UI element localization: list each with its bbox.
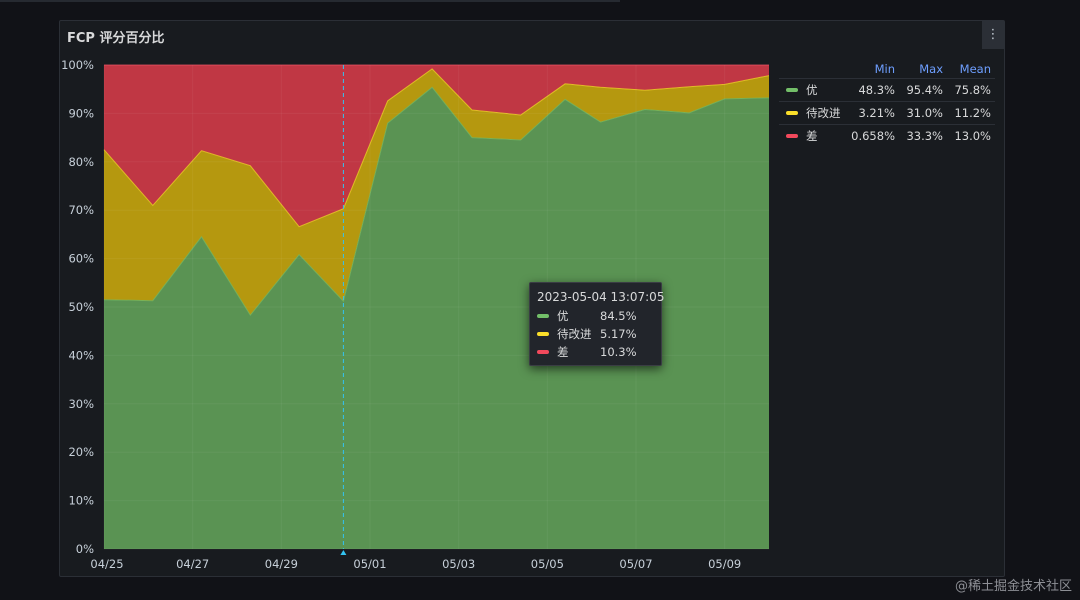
x-tick-label: 05/07	[619, 557, 652, 571]
tooltip-name-good: 优	[557, 309, 569, 323]
y-tick-label: 90%	[68, 106, 94, 120]
tooltip-value-needs-improvement: 5.17%	[600, 327, 637, 341]
legend-min-good: 48.3%	[858, 83, 895, 97]
legend-mean-good: 75.8%	[954, 83, 991, 97]
legend-swatch-good	[786, 88, 798, 92]
area-series-poor	[104, 65, 769, 227]
y-tick-label: 10%	[68, 494, 94, 508]
x-tick-label: 04/25	[90, 557, 123, 571]
tooltip-swatch-good	[537, 314, 549, 318]
legend-header-min[interactable]: Min	[874, 61, 895, 76]
y-tick-label: 80%	[68, 155, 94, 169]
legend-table: Min Max Mean 优 48.3% 95.4% 75.8% 待改进 3.2…	[779, 59, 995, 147]
legend-swatch-poor	[786, 134, 798, 138]
x-tick-label: 05/05	[531, 557, 564, 571]
tooltip-name-needs-improvement: 待改进	[557, 327, 592, 341]
legend-max-needs-improvement: 31.0%	[906, 106, 943, 120]
tooltip-value-good: 84.5%	[600, 309, 637, 323]
tooltip-value-poor: 10.3%	[600, 345, 637, 359]
tooltip-swatch-needs-improvement	[537, 332, 549, 336]
y-tick-label: 40%	[68, 348, 94, 362]
legend-mean-poor: 13.0%	[954, 129, 991, 143]
tooltip-time: 2023-05-04 13:07:05	[537, 290, 665, 304]
x-tick-label: 04/27	[176, 557, 209, 571]
panel-menu-icon[interactable]: ⋮	[982, 21, 1004, 49]
legend-name-needs-improvement: 待改进	[806, 106, 841, 120]
legend-mean-needs-improvement: 11.2%	[954, 106, 991, 120]
x-tick-label: 04/29	[265, 557, 298, 571]
tooltip-row-poor: 差 10.3%	[537, 343, 654, 361]
y-tick-label: 70%	[68, 203, 94, 217]
watermark: @稀土掘金技术社区	[954, 579, 1072, 594]
line-series-good	[103, 86, 770, 317]
x-tick-label: 05/03	[442, 557, 475, 571]
tooltip-name-poor: 差	[557, 345, 569, 359]
legend-max-poor: 33.3%	[906, 129, 943, 143]
legend-max-good: 95.4%	[906, 83, 943, 97]
legend-name-poor: 差	[806, 129, 818, 143]
panel-title: FCP 评分百分比	[67, 31, 165, 46]
legend-min-poor: 0.658%	[851, 129, 895, 143]
x-tick-label: 05/01	[353, 557, 386, 571]
y-tick-label: 30%	[68, 397, 94, 411]
tooltip-row-needs-improvement: 待改进 5.17%	[537, 325, 654, 343]
tooltip-swatch-poor	[537, 350, 549, 354]
y-tick-label: 20%	[68, 445, 94, 459]
legend-header-mean[interactable]: Mean	[959, 61, 991, 76]
y-tick-label: 60%	[68, 252, 94, 266]
hover-tooltip: 2023-05-04 13:07:05 优 84.5% 待改进 5.17% 差 …	[529, 282, 665, 366]
legend-swatch-needs-improvement	[786, 111, 798, 115]
legend-header-max[interactable]: Max	[919, 61, 943, 76]
area-series-good	[104, 87, 769, 550]
x-tick-label: 05/09	[708, 557, 741, 571]
area-series-needs-improvement	[104, 68, 769, 316]
y-tick-label: 50%	[68, 300, 94, 314]
tooltip-row-good: 优 84.5%	[537, 307, 654, 325]
y-tick-label: 100%	[61, 58, 94, 72]
top-divider	[0, 0, 620, 2]
legend-min-needs-improvement: 3.21%	[858, 106, 895, 120]
legend-row-needs-improvement[interactable]: 待改进 3.21% 31.0% 11.2%	[779, 101, 995, 124]
line-series-needs-improvement	[103, 68, 770, 228]
legend-row-good[interactable]: 优 48.3% 95.4% 75.8%	[779, 78, 995, 101]
y-tick-label: 0%	[76, 542, 94, 556]
legend-header: Min Max Mean	[779, 59, 995, 78]
crosshair-marker	[340, 550, 347, 555]
legend-name-good: 优	[806, 83, 818, 97]
legend-row-poor[interactable]: 差 0.658% 33.3% 13.0%	[779, 124, 995, 147]
